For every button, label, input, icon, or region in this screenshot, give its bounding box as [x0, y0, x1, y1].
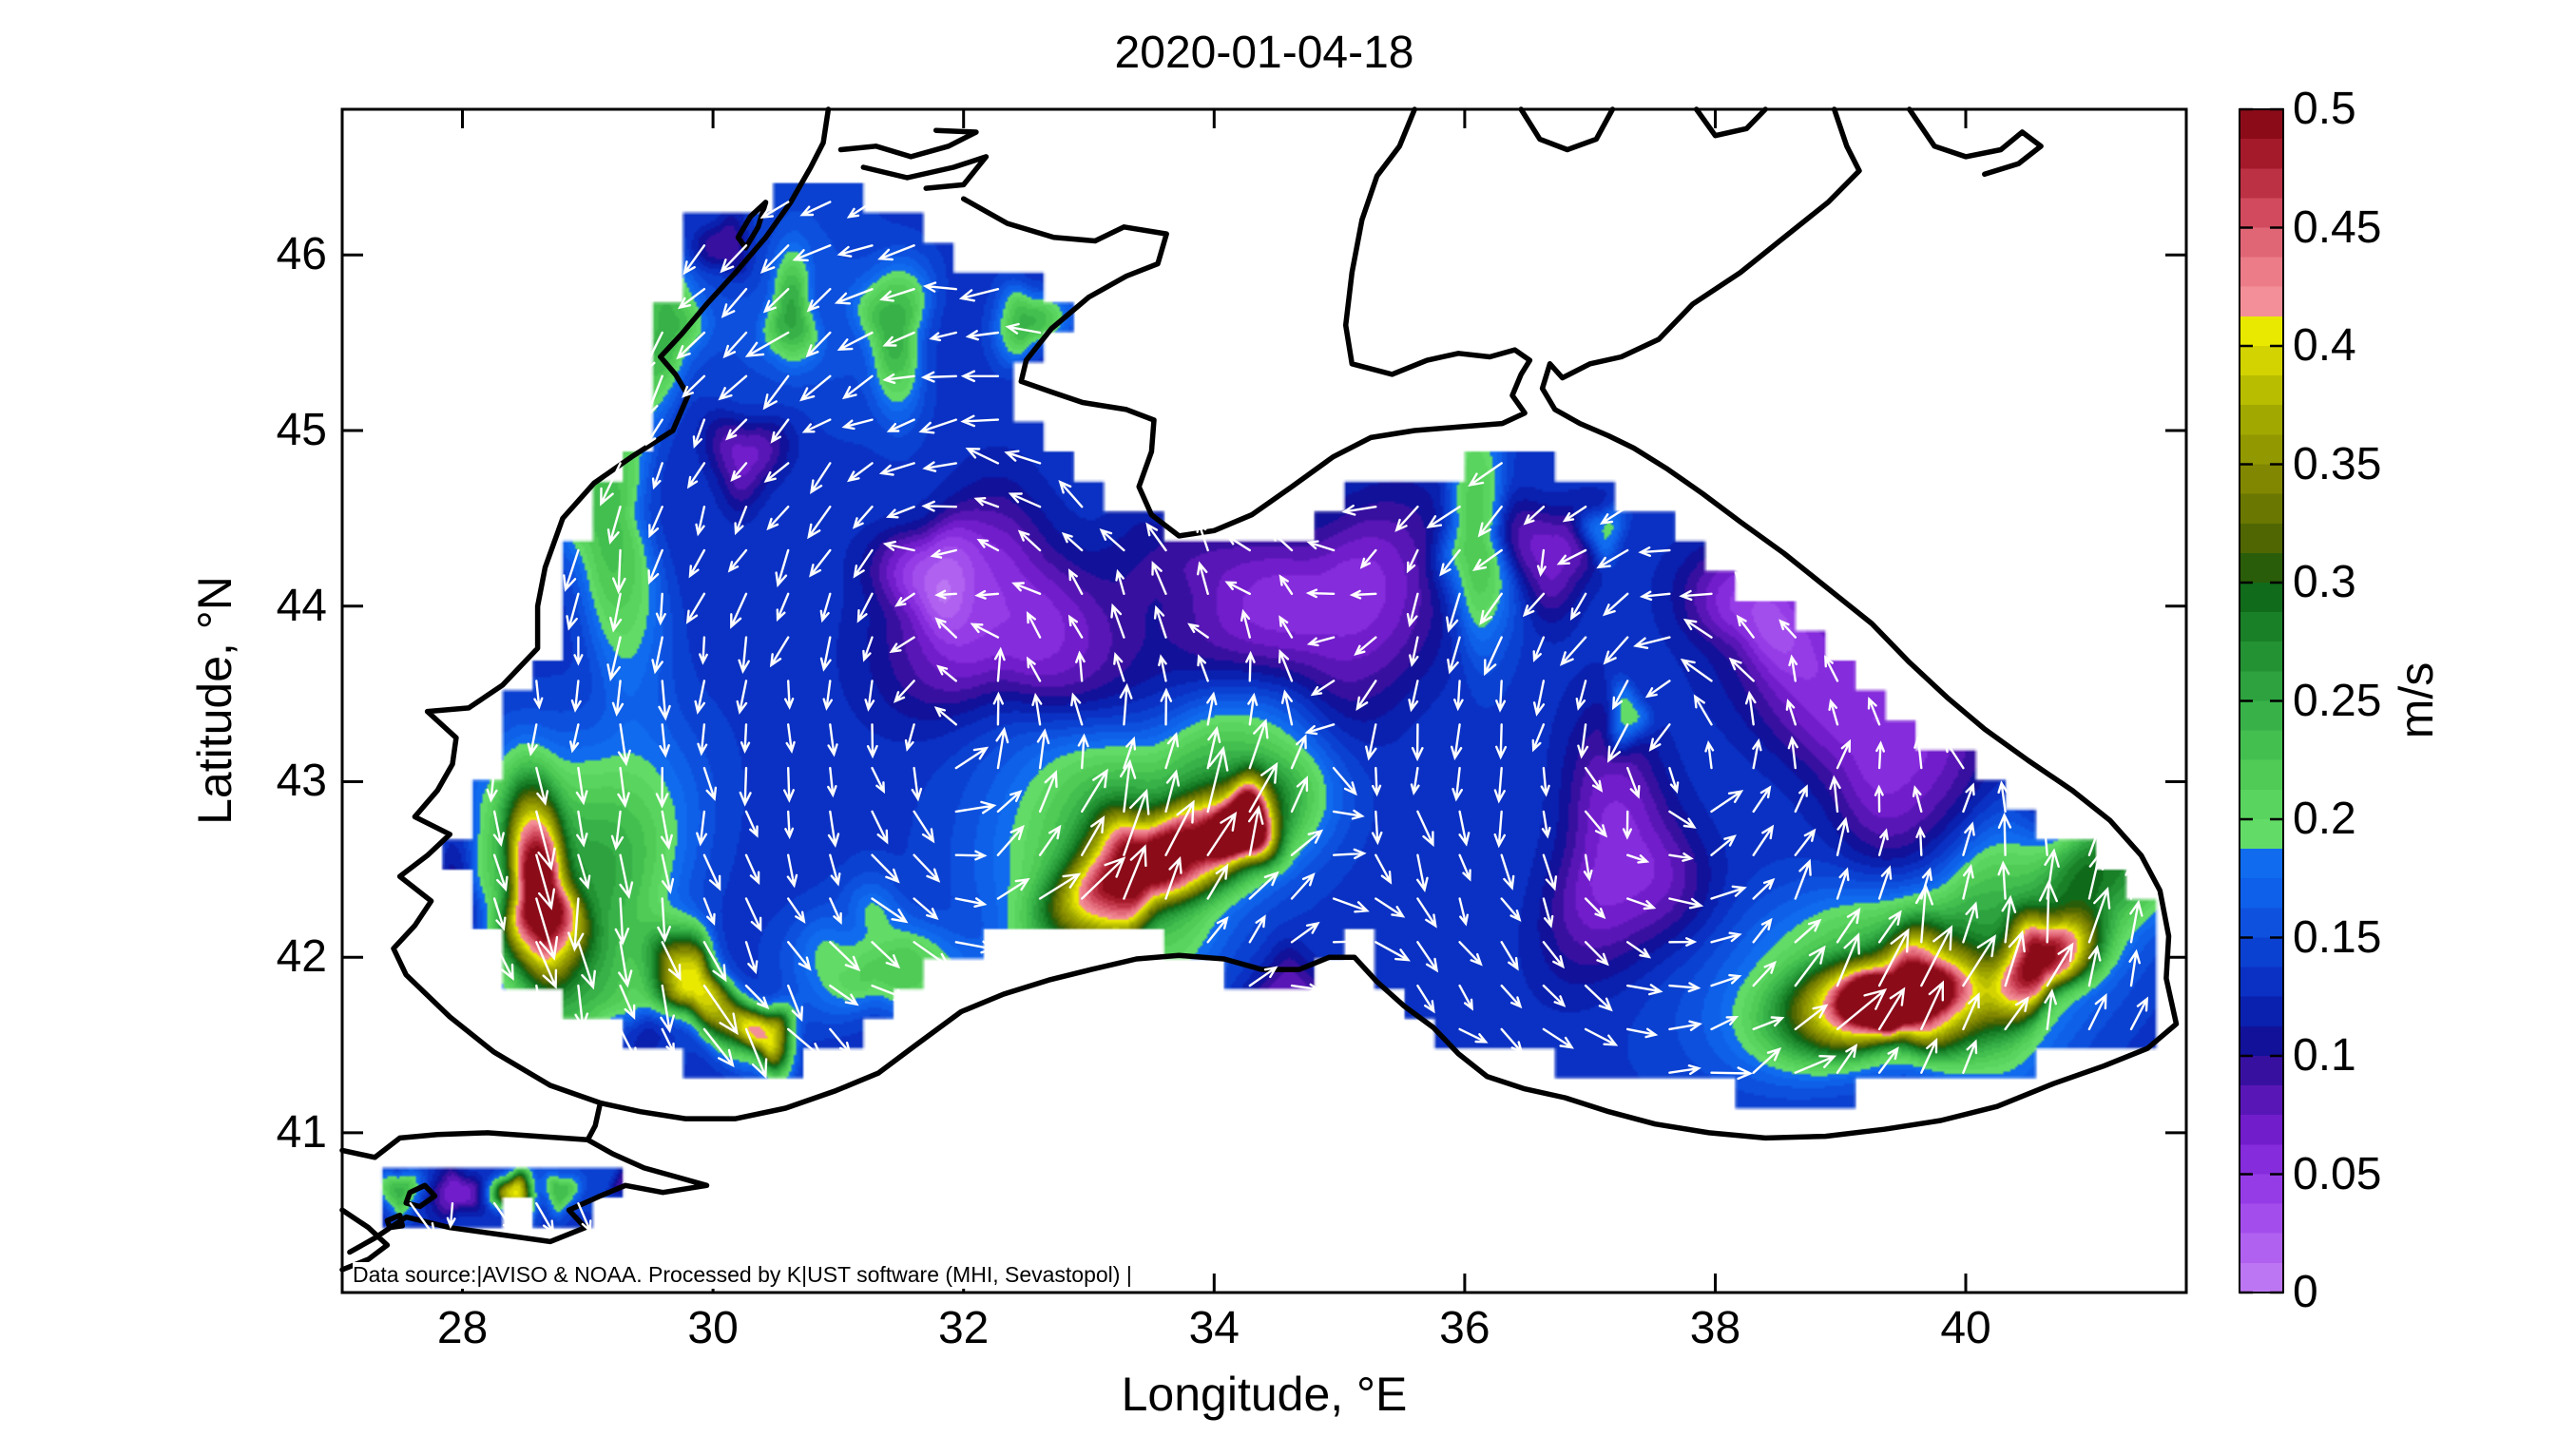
x-tick-label: 28 — [436, 1303, 489, 1353]
x-tick-label: 40 — [1940, 1303, 1991, 1353]
x-tick-label: 30 — [687, 1303, 739, 1353]
colorbar-tick-label: 0 — [2293, 1267, 2318, 1317]
colorbar-tick-label: 0.15 — [2293, 911, 2382, 963]
y-tick-label: 42 — [276, 931, 327, 983]
data-source-note: Data source:|AVISO & NOAA. Processed by … — [353, 1262, 1135, 1289]
colorbar-tick-label: 0.5 — [2293, 84, 2356, 134]
chart-title: 2020-01-04-18 — [1114, 28, 1414, 78]
y-tick-label: 41 — [276, 1106, 327, 1158]
colorbar-tick-label: 0.35 — [2293, 438, 2382, 489]
colorbar-tick-label: 0.2 — [2293, 794, 2356, 844]
x-tick-label: 34 — [1188, 1303, 1240, 1353]
colorbar-tick-label: 0.3 — [2293, 557, 2356, 607]
colorbar-tick-marks — [2240, 107, 2283, 1294]
colorbar-tick-label: 0.45 — [2293, 201, 2382, 253]
y-tick-label: 46 — [276, 229, 327, 280]
y-tick-label: 43 — [276, 756, 327, 807]
x-tick-label: 32 — [937, 1303, 990, 1353]
colorbar-border — [2239, 108, 2284, 1293]
y-tick-label: 44 — [276, 580, 327, 631]
colorbar — [2239, 107, 2284, 1294]
colorbar-tick-label: 0.4 — [2293, 320, 2356, 371]
y-tick-label: 45 — [276, 405, 327, 456]
colorbar-tick-label: 0.25 — [2293, 675, 2382, 726]
speed-field-canvas — [342, 109, 2186, 1293]
colorbar-tick-label: 0.05 — [2293, 1148, 2382, 1199]
colorbar-unit-label: m/s — [2390, 661, 2443, 739]
colorbar-tick-label: 0.1 — [2293, 1030, 2356, 1081]
x-tick-label: 36 — [1439, 1303, 1490, 1353]
colorbar-gradient — [2240, 109, 2283, 1293]
x-tick-label: 38 — [1689, 1303, 1741, 1353]
x-axis-label: Longitude, °E — [1121, 1368, 1408, 1421]
